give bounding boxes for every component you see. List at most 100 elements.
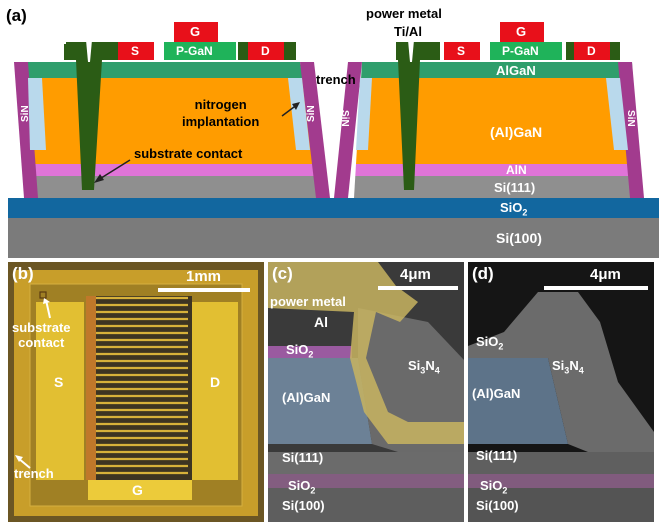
sio2-low-label-d: SiO2 xyxy=(480,478,507,496)
scale-label-c: 4μm xyxy=(400,266,431,283)
cross-section-diagram xyxy=(8,22,659,258)
si3n4-n-d: N xyxy=(569,358,579,373)
panel-a-label: (a) xyxy=(6,6,27,25)
implant-right xyxy=(606,78,628,150)
si3n4-n-c: N xyxy=(425,358,435,373)
algan-block-d xyxy=(468,358,568,444)
drain-label-left: D xyxy=(261,44,270,58)
si3n4-sub2-d: 4 xyxy=(578,365,584,376)
arrow-substrate-contact xyxy=(97,159,131,181)
drain-label-right: D xyxy=(587,44,596,58)
implant-left xyxy=(28,78,46,150)
implant-mid-right xyxy=(356,78,372,150)
si111-label: Si(111) xyxy=(494,180,536,195)
source-pad-left xyxy=(118,42,154,60)
contact-notch-left xyxy=(86,40,92,62)
source-pad-region xyxy=(36,302,84,480)
arrow-substrate-b xyxy=(45,299,51,319)
si111-label-c: Si(111) xyxy=(282,450,324,465)
gate-bus xyxy=(86,296,96,480)
pgan-label-right: P-GaN xyxy=(502,44,539,58)
scale-label-b: 1mm xyxy=(186,268,222,285)
nitrogen-implantation-label: nitrogen implantation xyxy=(182,97,260,129)
power-metal-left xyxy=(64,44,122,190)
sio2-low-sub-d: 2 xyxy=(502,485,508,496)
sem-image-d xyxy=(468,262,654,522)
sio2-layer xyxy=(8,198,659,218)
si100-label-d: Si(100) xyxy=(476,498,519,513)
gate-label-right: G xyxy=(516,24,527,39)
scale-bar-c xyxy=(378,286,458,290)
sio2-low-text-d: SiO xyxy=(480,478,503,493)
arrow-head-substrate xyxy=(94,174,104,183)
pgan-label-left: P-GaN xyxy=(176,44,213,58)
si100-layer xyxy=(8,218,659,258)
sin-liner-right xyxy=(618,62,644,198)
substrate-contact-label-b: substrate contact xyxy=(12,320,71,350)
sio2-text-d: SiO xyxy=(476,334,499,349)
aln-label: AlN xyxy=(506,163,527,177)
drain-pad-right xyxy=(574,42,610,60)
algan-block-c xyxy=(268,358,372,444)
algan-bulk-label: (Al)GaN xyxy=(490,124,543,140)
drain-pad-left xyxy=(248,42,284,60)
pgan-right xyxy=(490,42,562,60)
scale-label-d: 4μm xyxy=(590,266,621,283)
sin-label-left: SiN xyxy=(20,105,31,122)
trench-label: trench xyxy=(316,72,356,87)
power-metal-label-c: power metal xyxy=(270,294,346,309)
panel-c-label: (c) xyxy=(272,264,293,283)
sio2-label: SiO2 xyxy=(500,200,527,218)
si3n4-label-c: Si3N4 xyxy=(408,358,440,376)
gate-fingers xyxy=(94,296,188,475)
panel-d: (d) 4μm SiO2 Si3N4 (Al)GaN Si(111) SiO2 … xyxy=(468,262,654,522)
si3n4-label-d: Si3N4 xyxy=(552,358,584,376)
substrate-contact-label: substrate contact xyxy=(134,146,243,161)
sem-image-c xyxy=(268,262,464,522)
implant-mid-left xyxy=(288,78,310,150)
power-metal-right xyxy=(398,44,440,190)
gate-pad-region xyxy=(88,480,192,500)
sin-label-right: SiN xyxy=(625,110,636,127)
source-label-b: S xyxy=(54,374,64,390)
drain-label-b: D xyxy=(210,374,221,390)
source-label-left: S xyxy=(131,44,140,58)
sio2-sub-d: 2 xyxy=(498,341,504,352)
panel-b: (b) 1mm substrate contact S D G trench xyxy=(8,262,264,522)
gate-pad-right xyxy=(500,22,544,42)
panel-c: (c) 4μm power metal Al SiO2 Si3N4 (Al)Ga… xyxy=(268,262,464,522)
algan-label-d: (Al)GaN xyxy=(472,386,521,401)
panel-b-label: (b) xyxy=(12,264,34,283)
si100-label-c: Si(100) xyxy=(282,498,325,513)
sio2-label-c: SiO2 xyxy=(286,342,313,360)
gate-label-left: G xyxy=(190,24,201,39)
scale-bar-d xyxy=(544,286,648,290)
arrow-head-nitrogen xyxy=(292,102,300,110)
drain-pad-region xyxy=(192,302,238,480)
sin-liner-mid-left xyxy=(300,62,330,198)
sio2-low-sub-c: 2 xyxy=(310,485,316,496)
si3n4-si-c: Si xyxy=(408,358,421,373)
sin-liner-left xyxy=(14,62,38,198)
si111-label-d: Si(111) xyxy=(476,448,518,463)
contact-notch-right xyxy=(408,40,414,62)
gate-label-b: G xyxy=(132,482,143,498)
si3n4-sub1-c: 3 xyxy=(420,365,426,376)
sio2-text: SiO xyxy=(500,200,523,215)
sio2-text-c: SiO xyxy=(286,342,309,357)
algan-barrier-label: AlGaN xyxy=(496,63,536,78)
sin-label-mid-right: SiN xyxy=(339,110,350,127)
source-pad-right xyxy=(444,42,480,60)
power-metal-cap-right xyxy=(396,42,440,60)
power-metal-cap-left xyxy=(66,42,120,60)
sin-label-mid-left: SiN xyxy=(306,105,317,122)
ti-al-label: Ti/Al xyxy=(394,24,422,39)
gate-pad-left xyxy=(174,22,218,42)
sio2-low-label-c: SiO2 xyxy=(288,478,315,496)
substrate-contact-mark xyxy=(39,291,47,299)
pgan-left xyxy=(164,42,236,60)
power-metal-label: power metal xyxy=(366,6,442,21)
si3n4-sub1-d: 3 xyxy=(564,365,570,376)
si100-label: Si(100) xyxy=(496,230,542,246)
sin-liner-mid-right xyxy=(334,62,362,198)
